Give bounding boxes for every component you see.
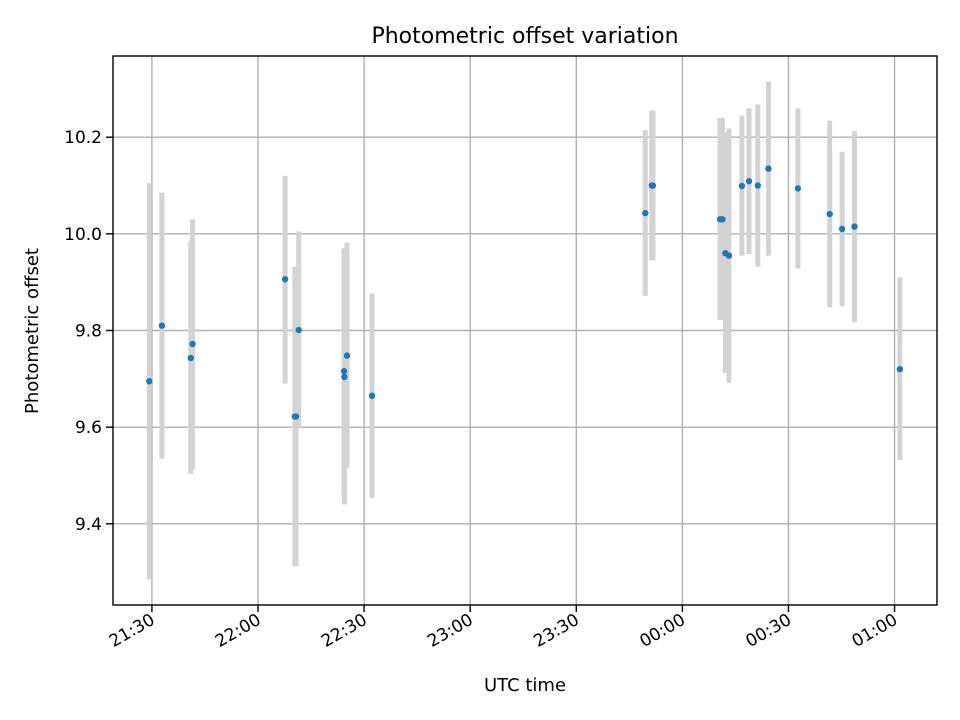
data-point	[343, 352, 351, 359]
x-axis-label: UTC time	[484, 675, 566, 696]
data-point	[754, 182, 762, 189]
x-tick-label: 21:30	[106, 610, 158, 652]
data-point	[826, 210, 833, 218]
data-point	[745, 177, 753, 185]
data-points	[146, 165, 904, 420]
y-axis-label: Photometric offset	[22, 248, 43, 414]
data-point	[292, 413, 300, 420]
data-point	[765, 165, 772, 172]
data-point	[189, 340, 196, 348]
x-tick-label: 01:00	[849, 610, 901, 652]
y-tick-label: 9.4	[75, 515, 102, 535]
y-tick-label: 10.2	[64, 128, 102, 148]
x-tick-label: 22:00	[212, 610, 264, 652]
data-point	[794, 185, 802, 192]
data-point	[642, 209, 649, 217]
data-point	[340, 367, 348, 375]
data-point	[896, 365, 904, 373]
data-point	[341, 373, 348, 381]
x-tick-label: 22:30	[318, 610, 370, 652]
data-point	[649, 182, 657, 189]
data-point	[368, 392, 376, 399]
data-point	[146, 378, 153, 385]
data-point	[851, 223, 858, 230]
data-point	[295, 326, 302, 334]
x-tick-label: 00:30	[743, 610, 795, 652]
data-point	[838, 225, 846, 233]
data-point	[158, 322, 166, 329]
chart-title: Photometric offset variation	[371, 24, 678, 49]
data-point	[725, 252, 733, 259]
data-point	[738, 182, 746, 190]
x-tick-label: 23:00	[424, 610, 476, 652]
data-point	[187, 354, 195, 362]
data-point	[719, 216, 726, 223]
data-point	[281, 276, 289, 283]
grid	[113, 56, 937, 605]
y-tick-label: 9.8	[75, 322, 102, 342]
y-tick-label: 10.0	[64, 225, 102, 245]
y-tick-label: 9.6	[75, 418, 102, 438]
x-tick-label: 00:00	[636, 610, 688, 652]
x-tick-label: 23:30	[530, 610, 582, 652]
